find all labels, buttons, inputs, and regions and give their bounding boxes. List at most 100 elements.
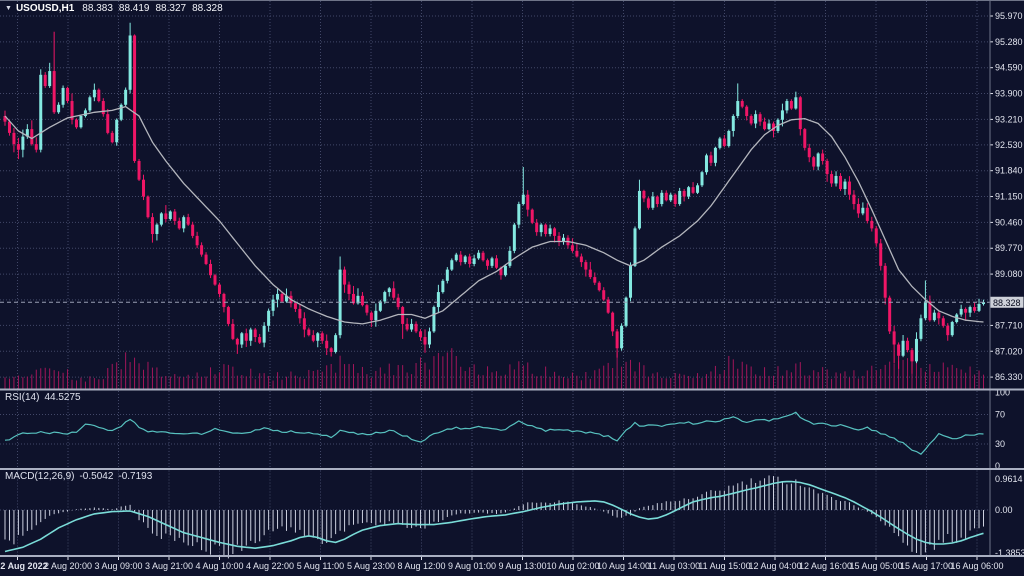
price-tick-label: 89.770	[995, 243, 1023, 253]
candle-body	[669, 194, 673, 201]
volume-bar	[911, 364, 913, 389]
volume-bar	[871, 365, 873, 389]
candle-body	[159, 213, 163, 225]
volume-bar	[500, 375, 502, 389]
volume-bar	[527, 362, 529, 389]
candle-body	[298, 308, 302, 319]
volume-bar	[156, 367, 158, 389]
candle-body	[329, 348, 333, 353]
candle-body	[459, 254, 463, 263]
candle-body	[722, 138, 726, 146]
volume-bar	[31, 374, 33, 389]
volume-bar	[705, 374, 707, 389]
candle-body	[235, 338, 239, 345]
candle-body	[182, 217, 186, 229]
candle-body	[928, 301, 932, 321]
price-tick-label: 92.530	[995, 140, 1023, 150]
candle-body	[222, 293, 226, 308]
volume-bar	[393, 375, 395, 389]
volume-bar	[701, 377, 703, 389]
volume-bar	[844, 371, 846, 389]
candle-body	[740, 101, 744, 107]
volume-bar	[862, 375, 864, 389]
chart-menu-icon[interactable]: ▼	[5, 5, 12, 12]
candle-body	[651, 196, 655, 208]
time-tick-label: 11 Aug 15:00	[698, 561, 750, 571]
volume-bar	[44, 367, 46, 389]
time-tick-label: 2 Aug 20:00	[44, 561, 92, 571]
candle-body	[231, 323, 235, 339]
candle-body	[137, 160, 141, 180]
volume-bar	[831, 378, 833, 389]
volume-bar	[746, 364, 748, 389]
volume-bar	[616, 351, 618, 389]
volume-bar	[607, 362, 609, 389]
volume-bar	[661, 377, 663, 389]
moving-average-path	[4, 105, 984, 325]
candle-body	[709, 155, 713, 163]
candle-body	[110, 132, 114, 143]
volume-bar	[647, 376, 649, 389]
candle-body	[396, 297, 400, 308]
price-tick-label: 86.330	[995, 372, 1023, 382]
candle-body	[280, 293, 284, 302]
volume-bar	[312, 371, 314, 389]
volume-bar	[326, 365, 328, 389]
rsi-scale-label: 30	[995, 439, 1005, 449]
candle-body	[941, 318, 945, 326]
candle-body	[830, 174, 834, 184]
volume-bar	[518, 361, 520, 389]
volume-bar	[169, 376, 171, 389]
candle-body	[910, 350, 914, 362]
volume-bar	[902, 359, 904, 389]
candle-body	[673, 194, 677, 205]
volume-bar	[308, 369, 310, 389]
volume-bar	[201, 376, 203, 389]
volume-bar	[241, 375, 243, 389]
volume-bar	[697, 373, 699, 389]
volume-bar	[598, 368, 600, 389]
candle-body	[133, 35, 137, 161]
candle-body	[347, 284, 351, 294]
candle-body	[718, 138, 722, 148]
volume-bar	[741, 361, 743, 389]
volume-bar	[22, 377, 24, 389]
candle-body	[155, 224, 159, 235]
volume-bar	[513, 369, 515, 389]
volume-bar	[920, 367, 922, 389]
volume-bar	[491, 372, 493, 389]
candle-body	[468, 256, 472, 264]
volume-bar	[969, 366, 971, 389]
volume-bar	[759, 375, 761, 389]
volume-bar	[281, 379, 283, 389]
candle-body	[427, 331, 431, 345]
time-tick-label: 15 Aug 05:00	[849, 561, 902, 571]
volume-bar	[160, 376, 162, 389]
candle-body	[696, 185, 700, 193]
candle-body	[316, 333, 320, 341]
volume-bar	[339, 355, 341, 389]
candle-body	[387, 288, 391, 293]
volume-bar	[799, 362, 801, 389]
price-tick-label: 93.900	[995, 89, 1023, 99]
candle-body	[767, 123, 771, 130]
candle-body	[629, 265, 633, 298]
candle-body	[691, 187, 695, 193]
candle-body	[472, 258, 476, 264]
candle-body	[486, 260, 490, 266]
volume-bar	[89, 376, 91, 389]
candle-body	[602, 290, 606, 300]
volume-bar	[460, 366, 462, 389]
volume-bar	[348, 363, 350, 389]
macd-signal-value: -0.7193	[118, 471, 153, 482]
candle-body	[142, 179, 146, 197]
price-tick-label: 87.020	[995, 346, 1023, 356]
candle-body	[812, 157, 816, 167]
volume-bar	[35, 369, 37, 389]
volume-bar	[13, 376, 15, 389]
volume-bar	[379, 367, 381, 389]
candle-body	[821, 153, 825, 161]
price-axis[interactable]: 88.328 95.970 95.280 94.590 93.900 93.210 92.5…	[990, 11, 1024, 558]
